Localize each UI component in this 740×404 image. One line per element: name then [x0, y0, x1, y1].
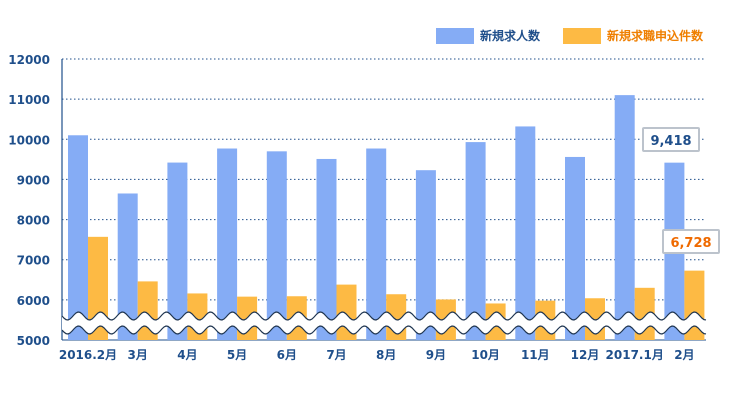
x-tick-label: 3月 [128, 348, 148, 362]
y-tick-label: 12000 [8, 53, 50, 67]
bar-new-job-openings [415, 170, 436, 340]
callout-new-applications-feb: 6,728 [662, 229, 720, 254]
axis-break-line-bottom [61, 325, 707, 335]
legend-item-new-job-openings: 新規求人数 [436, 27, 540, 44]
y-tick-label: 9000 [17, 173, 50, 187]
bar-new-job-openings [217, 148, 238, 340]
legend-label-new-applications: 新規求職申込件数 [607, 29, 704, 43]
y-tick-label: 10000 [8, 133, 50, 147]
y-tick-label: 5000 [17, 334, 50, 348]
legend-item-new-applications: 新規求職申込件数 [563, 27, 703, 44]
legend-label-new-job-openings: 新規求人数 [480, 29, 541, 43]
x-tick-label: 11月 [521, 348, 550, 362]
x-tick-label: 4月 [177, 348, 197, 362]
callout-new-job-openings-feb: 9,418 [642, 127, 700, 152]
x-tick-label: 5月 [227, 348, 247, 362]
bar-new-job-openings [614, 95, 635, 340]
bar-new-job-openings [565, 156, 585, 340]
y-tick-label: 8000 [17, 214, 50, 228]
x-tick-label: 9月 [426, 348, 446, 362]
x-tick-label: 7月 [326, 348, 346, 362]
y-tick-label: 11000 [8, 93, 50, 107]
bar-new-job-openings [266, 151, 287, 340]
x-tick-label: 2月 [674, 348, 694, 362]
bar-new-job-openings [366, 148, 387, 340]
bar-new-job-openings [465, 142, 486, 340]
x-tick-label: 8月 [376, 348, 396, 362]
y-tick-label: 6000 [17, 294, 50, 308]
legend-swatch-orange [563, 27, 601, 44]
axis-break-line-top [61, 311, 707, 321]
x-tick-label: 2016.2月 [59, 348, 117, 362]
bar-new-job-openings [167, 162, 188, 340]
x-tick-label: 10月 [471, 348, 500, 362]
legend-swatch-blue [436, 27, 474, 44]
bar-new-job-openings [316, 158, 337, 340]
bar-new-job-openings [68, 135, 88, 340]
x-tick-label: 2017.1月 [606, 348, 664, 362]
bar-new-job-openings [117, 193, 138, 340]
x-tick-label: 6月 [277, 348, 297, 362]
bar-new-job-openings [515, 126, 536, 340]
x-tick-label: 12月 [571, 348, 600, 362]
y-tick-label: 7000 [17, 254, 50, 268]
